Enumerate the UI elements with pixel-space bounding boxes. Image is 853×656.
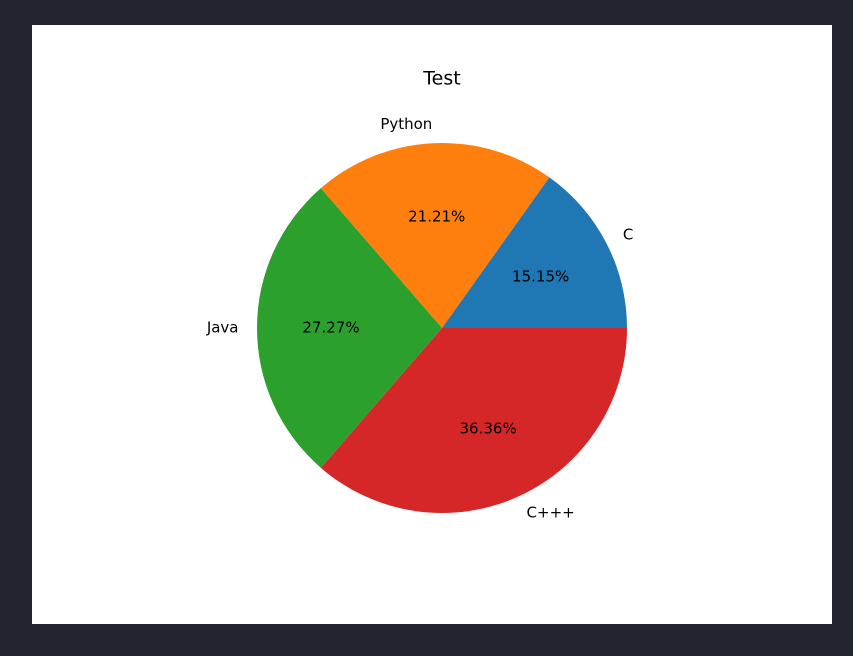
pie-slice [320, 328, 627, 513]
percent-label: 36.36% [460, 419, 517, 437]
slice-label: C+++ [527, 504, 575, 522]
percent-label: 27.27% [302, 319, 359, 337]
percent-label: 21.21% [408, 208, 465, 226]
percent-label: 15.15% [512, 268, 569, 286]
slice-label: Python [380, 115, 432, 133]
slice-label: Java [206, 319, 239, 337]
pie-slice [257, 188, 442, 468]
pie-slice [442, 177, 627, 328]
pie-slice [320, 142, 550, 328]
slice-label: C [623, 225, 633, 243]
chart-title: Test [422, 68, 460, 90]
